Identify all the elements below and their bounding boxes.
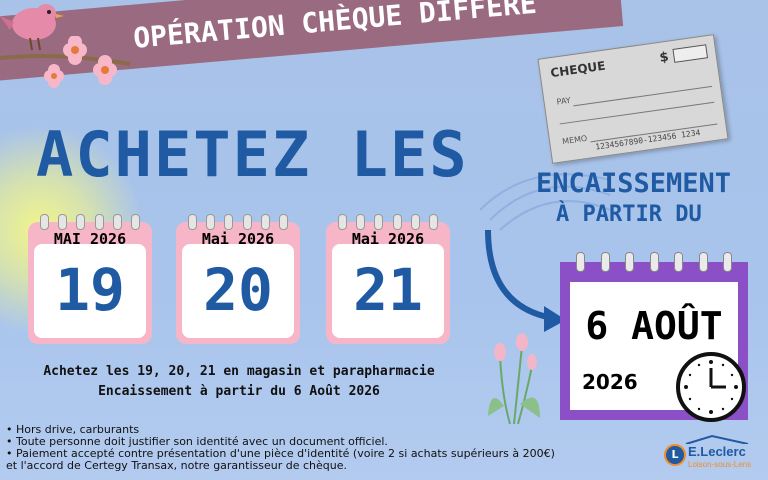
leclerc-logo: L E.Leclerc Loison-sous-Lens [662, 434, 758, 474]
calendar-rings [338, 214, 438, 230]
clock-icon [676, 352, 746, 422]
logo-letter: L [664, 444, 686, 466]
condition-item: • Hors drive, carburants [6, 423, 140, 436]
calendar-face [34, 244, 146, 338]
encaissement-title: ENCAISSEMENT [536, 168, 732, 199]
roof-icon [685, 434, 749, 444]
cheque-title: CHEQUE [549, 58, 607, 81]
cheque-number: 1234567890-123456 1234 [594, 128, 701, 152]
calendar-month: Mai 2026 [351, 230, 425, 248]
calendar-date: 6 AOÛT [585, 304, 723, 348]
info-line-2: Encaissement à partir du 6 Août 2026 [98, 384, 380, 399]
tulip-icon [488, 333, 540, 425]
logo-name: E.Leclerc [688, 444, 746, 459]
calendar-day: 20 [203, 256, 273, 324]
cheque-icon: CHEQUE $ PAY MEMO 1234567890-123456 1234 [537, 34, 729, 164]
cheque-line [573, 85, 713, 107]
calendar-21: Mai 2026 21 [326, 214, 450, 344]
calendar-face [332, 244, 444, 338]
calendar-19: MAI 2026 19 [28, 214, 152, 344]
headline: ACHETEZ LES [36, 118, 469, 191]
encaissement-subtitle: À PARTIR DU [556, 202, 702, 227]
condition-item: et l'accord de Certegy Transax, notre ga… [6, 459, 347, 472]
bird-icon [0, 4, 131, 66]
calendar-month: MAI 2026 [53, 230, 127, 248]
calendar-day: 19 [55, 256, 125, 324]
arrow-icon [485, 229, 566, 332]
calendar-rings [576, 252, 732, 272]
calendar-year: 2026 [582, 370, 638, 394]
calendar-rings [188, 214, 288, 230]
cheque-pay-label: PAY [556, 95, 572, 107]
calendar-20: Mai 2026 20 [176, 214, 300, 344]
condition-item: • Toute personne doit justifier son iden… [6, 435, 388, 448]
calendar-august: 6 AOÛT 2026 [560, 252, 748, 420]
logo-subtitle: Loison-sous-Lens [688, 460, 752, 469]
flower-icon [44, 36, 117, 88]
condition-item: • Paiement accepté contre présentation d… [6, 447, 555, 460]
cheque-line [559, 101, 715, 125]
info-text: Achetez les 19, 20, 21 en magasin et par… [0, 362, 478, 402]
calendar-month: Mai 2026 [201, 230, 275, 248]
cheque-dollar: $ [658, 49, 670, 66]
calendar-day: 21 [353, 256, 423, 324]
cheque-amount-box [672, 44, 709, 63]
conditions-list: • Hors drive, carburants • Toute personn… [6, 424, 606, 472]
calendar-rings [40, 214, 140, 230]
calendar-face [182, 244, 294, 338]
cheque-memo-label: MEMO [561, 133, 588, 147]
info-line-1: Achetez les 19, 20, 21 en magasin et par… [43, 364, 435, 379]
swirl-lines-icon [479, 173, 611, 231]
